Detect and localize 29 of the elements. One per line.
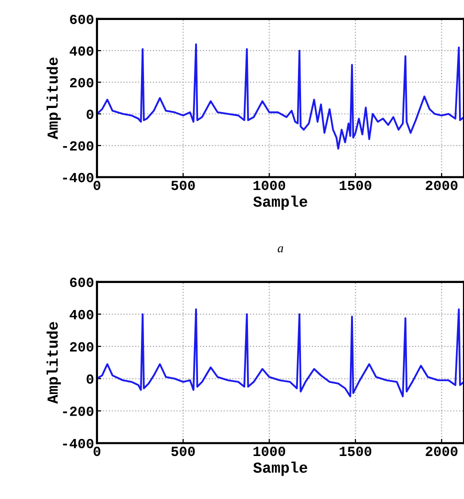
x-axis-title: Sample	[253, 196, 308, 210]
y-tick-label: 0	[86, 374, 94, 384]
line-series	[96, 308, 464, 398]
y-tick-label: 0	[86, 110, 94, 120]
x-tick-label: 1000	[254, 180, 286, 190]
x-tick-label: 0	[94, 446, 100, 456]
text: a	[278, 246, 284, 252]
y-tick-label: -200	[63, 141, 94, 151]
x-tick-label: 1500	[340, 446, 372, 456]
y-tick-label: 400	[70, 310, 94, 320]
x-tick-label: 1500	[340, 180, 372, 190]
x-tick-label: 500	[171, 180, 195, 190]
x-tick-label: 2000	[426, 446, 458, 456]
y-tick-label: 200	[70, 78, 94, 88]
x-tick-label: 500	[171, 446, 195, 456]
x-tick-label: 1000	[254, 446, 286, 456]
x-axis-title: Sample	[253, 462, 308, 476]
line-series	[96, 43, 464, 150]
y-tick-label: -400	[63, 172, 94, 182]
y-tick-label: 400	[70, 46, 94, 56]
y-tick-label: -200	[63, 406, 94, 416]
y-tick-label: -400	[63, 438, 94, 448]
y-tick-label: 200	[70, 342, 94, 352]
y-tick-label: 600	[70, 278, 94, 288]
y-tick-label: 600	[70, 14, 94, 24]
y-axis-title: Amplitude	[46, 322, 61, 404]
x-tick-label: 2000	[426, 180, 458, 190]
y-axis-title: Amplitude	[46, 58, 61, 140]
x-tick-label: 0	[94, 180, 100, 190]
